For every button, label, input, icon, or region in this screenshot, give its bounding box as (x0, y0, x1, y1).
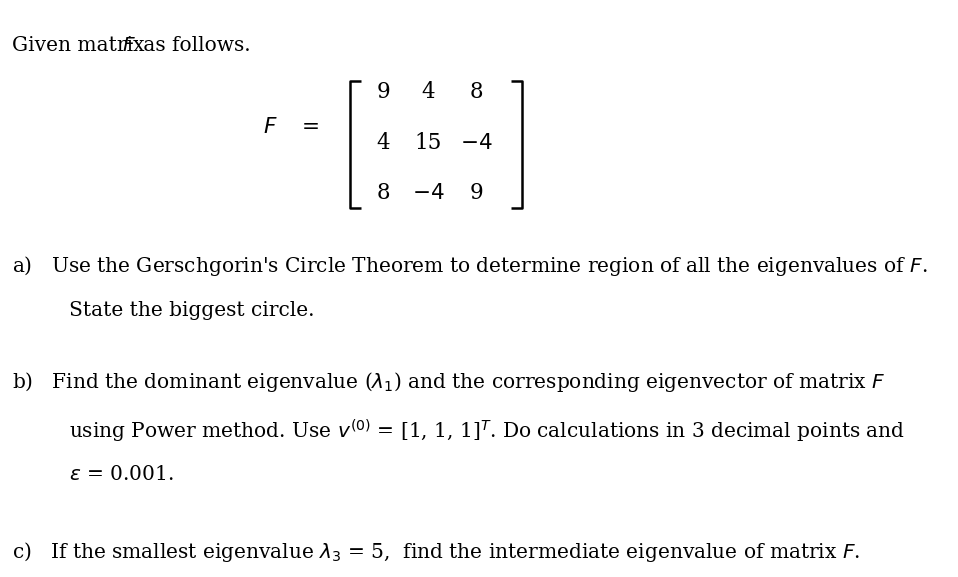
Text: 9: 9 (376, 81, 390, 103)
Text: b)   Find the dominant eigenvalue ($\lambda_1$) and the corresponding eigenvecto: b) Find the dominant eigenvalue ($\lambd… (12, 370, 885, 395)
Text: 8: 8 (376, 182, 390, 204)
Text: c)   If the smallest eigenvalue $\lambda_3$ = 5,  find the intermediate eigenval: c) If the smallest eigenvalue $\lambda_3… (12, 540, 860, 564)
Text: as follows.: as follows. (137, 36, 251, 55)
Text: 15: 15 (415, 132, 442, 153)
Text: 9: 9 (469, 182, 483, 204)
Text: $-4$: $-4$ (460, 132, 492, 153)
Text: 8: 8 (469, 81, 483, 103)
Text: $F$: $F$ (263, 117, 278, 137)
Text: using Power method. Use $v^{(0)}$ = [1, 1, 1]$^T$. Do calculations in 3 decimal : using Power method. Use $v^{(0)}$ = [1, … (69, 418, 905, 445)
Text: $\varepsilon$ = 0.001.: $\varepsilon$ = 0.001. (69, 465, 173, 484)
Text: Given matrix: Given matrix (12, 36, 151, 55)
Text: a)   Use the Gerschgorin's Circle Theorem to determine region of all the eigenva: a) Use the Gerschgorin's Circle Theorem … (12, 254, 928, 278)
Text: $-4$: $-4$ (412, 182, 445, 204)
Text: $F$: $F$ (122, 36, 135, 55)
Text: $=$: $=$ (290, 116, 319, 138)
Text: State the biggest circle.: State the biggest circle. (69, 301, 314, 320)
Text: 4: 4 (376, 132, 390, 153)
Text: 4: 4 (422, 81, 435, 103)
